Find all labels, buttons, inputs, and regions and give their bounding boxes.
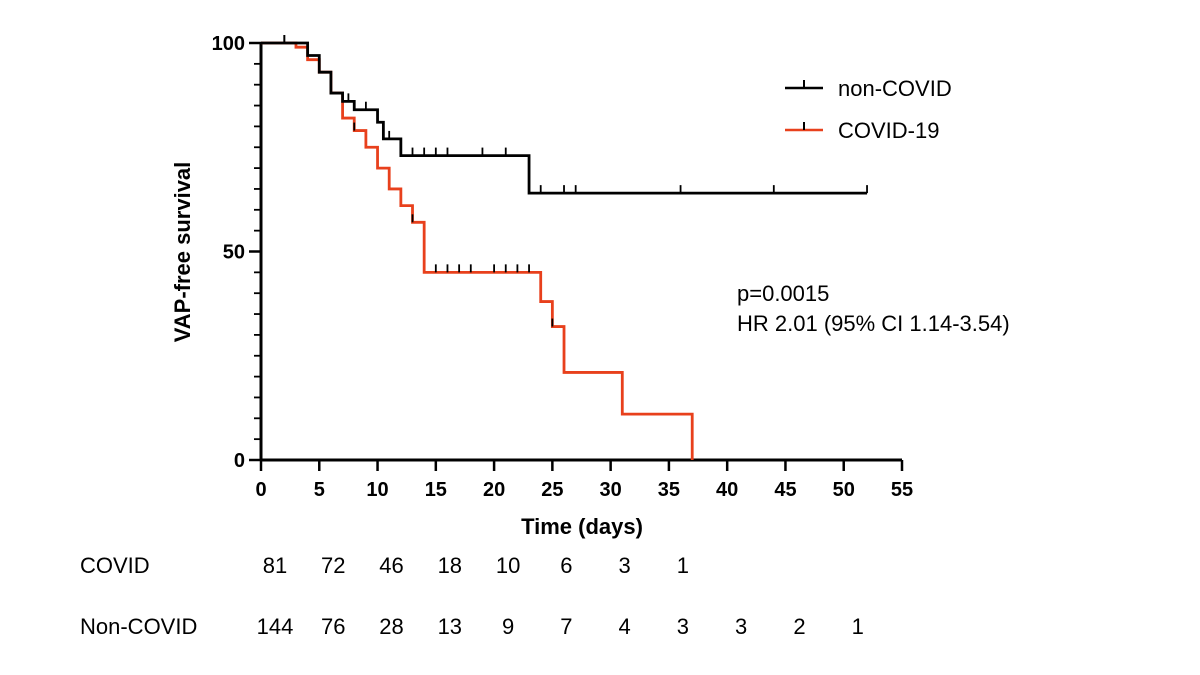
x-tick-label: 35 <box>658 479 680 501</box>
y-axis-title: VAP-free survival <box>170 162 195 343</box>
x-tick-label: 50 <box>833 479 855 501</box>
risk-count: 18 <box>438 553 462 578</box>
x-tick-label: 10 <box>366 479 388 501</box>
y-tick-label: 0 <box>234 450 245 472</box>
risk-count: 10 <box>496 553 520 578</box>
risk-count: 6 <box>560 553 572 578</box>
risk-count: 72 <box>321 553 345 578</box>
x-axis-title: Time (days) <box>521 514 643 539</box>
x-tick-label: 30 <box>600 479 622 501</box>
risk-count: 2 <box>793 614 805 639</box>
risk-count: 28 <box>379 614 403 639</box>
risk-count: 1 <box>852 614 864 639</box>
legend-label-non-covid: non-COVID <box>838 76 952 101</box>
x-tick-label: 45 <box>774 479 796 501</box>
legend-label-covid: COVID-19 <box>838 118 939 143</box>
x-axis: 0 5 10 15 20 25 30 35 40 45 50 55 <box>255 458 913 501</box>
x-tick-label: 55 <box>891 479 913 501</box>
legend: non-COVID COVID-19 <box>785 76 952 143</box>
risk-count: 81 <box>263 553 287 578</box>
x-tick-label: 15 <box>425 479 447 501</box>
x-tick-label: 40 <box>716 479 738 501</box>
y-tick-label: 100 <box>212 33 245 55</box>
x-tick-label: 25 <box>541 479 563 501</box>
x-tick-label: 5 <box>314 479 325 501</box>
x-tick-label: 0 <box>255 479 266 501</box>
risk-count: 76 <box>321 614 345 639</box>
risk-count: 3 <box>619 553 631 578</box>
series-line-non-covid <box>261 41 868 195</box>
risk-count: 13 <box>438 614 462 639</box>
x-tick-label: 20 <box>483 479 505 501</box>
risk-row-label-covid: COVID <box>80 553 150 578</box>
risk-count: 46 <box>379 553 403 578</box>
p-value-annotation: p=0.0015 <box>737 281 829 306</box>
risk-count: 1 <box>677 553 689 578</box>
risk-count: 144 <box>257 614 294 639</box>
series-line-covid-19 <box>261 41 694 460</box>
y-tick-label: 50 <box>223 242 245 264</box>
risk-row-label-non-covid: Non-COVID <box>80 614 197 639</box>
risk-count: 7 <box>560 614 572 639</box>
risk-count: 4 <box>619 614 631 639</box>
y-axis: 0 50 100 <box>212 33 263 472</box>
risk-count: 3 <box>677 614 689 639</box>
hazard-ratio-annotation: HR 2.01 (95% CI 1.14-3.54) <box>737 311 1010 336</box>
risk-count: 3 <box>735 614 747 639</box>
series-layer <box>261 35 868 460</box>
risk-count: 9 <box>502 614 514 639</box>
